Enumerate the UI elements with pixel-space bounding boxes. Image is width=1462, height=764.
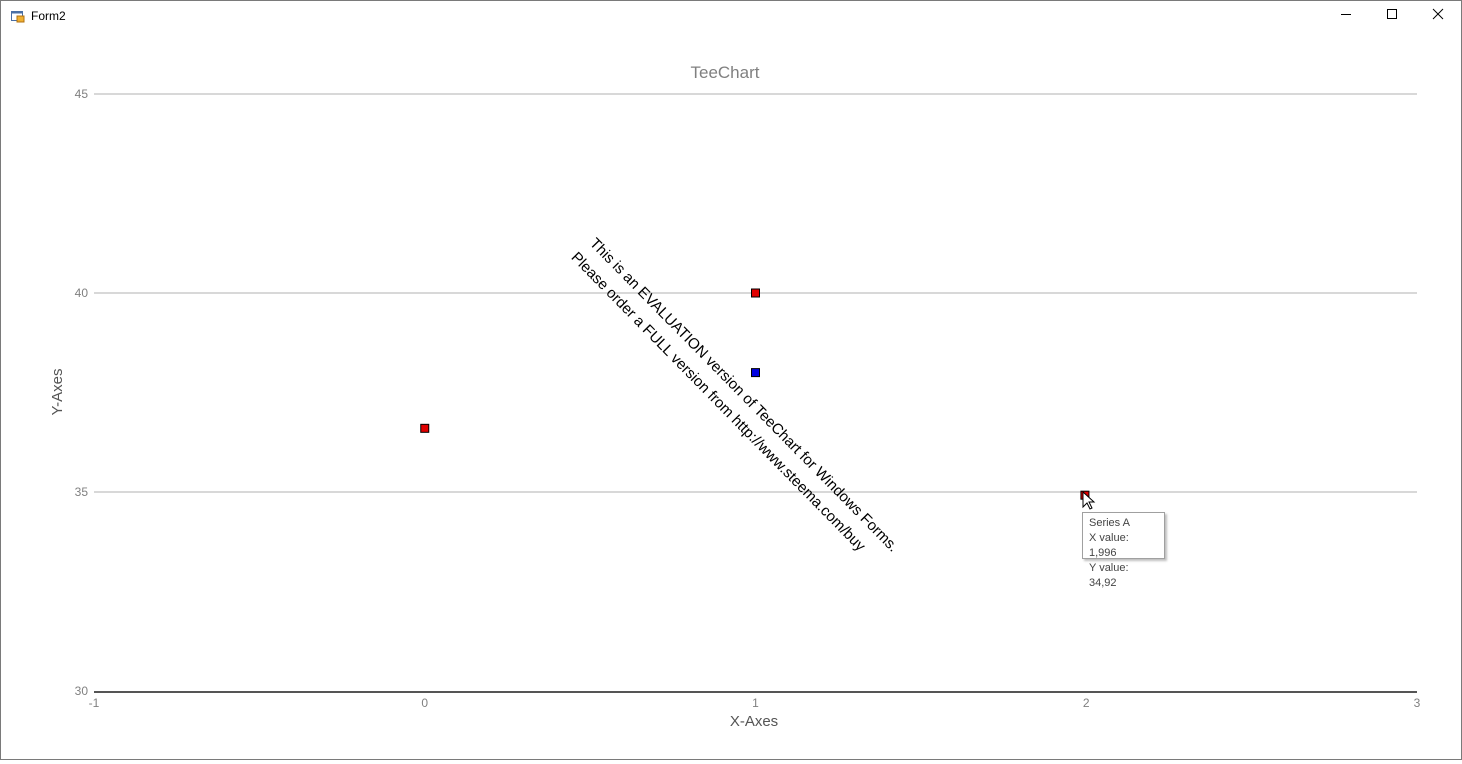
y-axis-label: Y-Axes xyxy=(49,369,66,416)
x-tick-label: -1 xyxy=(89,696,100,710)
chart-panel[interactable]: TeeChart 30 35 40 45 -1 0 1 2 3 X-Axes Y-Axes Th… xyxy=(1,31,1461,759)
chart-svg[interactable]: TeeChart 30 35 40 45 -1 0 1 2 3 X-Axes Y-Axes Th… xyxy=(1,31,1461,759)
close-button[interactable] xyxy=(1415,1,1461,31)
title-bar[interactable]: Form2 xyxy=(1,1,1461,31)
x-tick-label: 1 xyxy=(752,696,759,710)
chart-title: TeeChart xyxy=(691,63,760,82)
x-tick-label: 0 xyxy=(421,696,428,710)
data-point[interactable] xyxy=(420,423,430,433)
minimize-button[interactable] xyxy=(1323,1,1369,31)
tooltip-series: Series A xyxy=(1089,517,1130,529)
tooltip-y-value: Y value: 34,92 xyxy=(1089,562,1129,589)
maximize-icon xyxy=(1386,7,1398,25)
maximize-button[interactable] xyxy=(1369,1,1415,31)
point-tooltip: Series A X value: 1,996 Y value: 34,92 xyxy=(1082,512,1165,589)
window-title: Form2 xyxy=(31,9,66,23)
data-point[interactable] xyxy=(751,288,760,298)
watermark-line-2: Please order a FULL version from http://… xyxy=(568,249,869,555)
y-tick-label: 45 xyxy=(75,87,89,101)
y-tick-label: 35 xyxy=(75,485,89,499)
y-tick-label: 30 xyxy=(75,684,89,698)
mouse-pointer-icon xyxy=(1082,490,1096,516)
evaluation-watermark: This is an EVALUATION version of TeeChar… xyxy=(568,235,902,555)
x-axis-label: X-Axes xyxy=(730,713,778,730)
form-app-icon[interactable] xyxy=(11,9,25,23)
close-icon xyxy=(1432,7,1444,25)
x-tick-label: 2 xyxy=(1083,696,1090,710)
minimize-icon xyxy=(1340,7,1352,25)
data-point[interactable] xyxy=(751,368,760,378)
tooltip-x-value: X value: 1,996 xyxy=(1089,532,1129,559)
watermark-line-1: This is an EVALUATION version of TeeChar… xyxy=(586,235,901,555)
x-tick-label: 3 xyxy=(1414,696,1421,710)
y-tick-label: 40 xyxy=(75,286,89,300)
